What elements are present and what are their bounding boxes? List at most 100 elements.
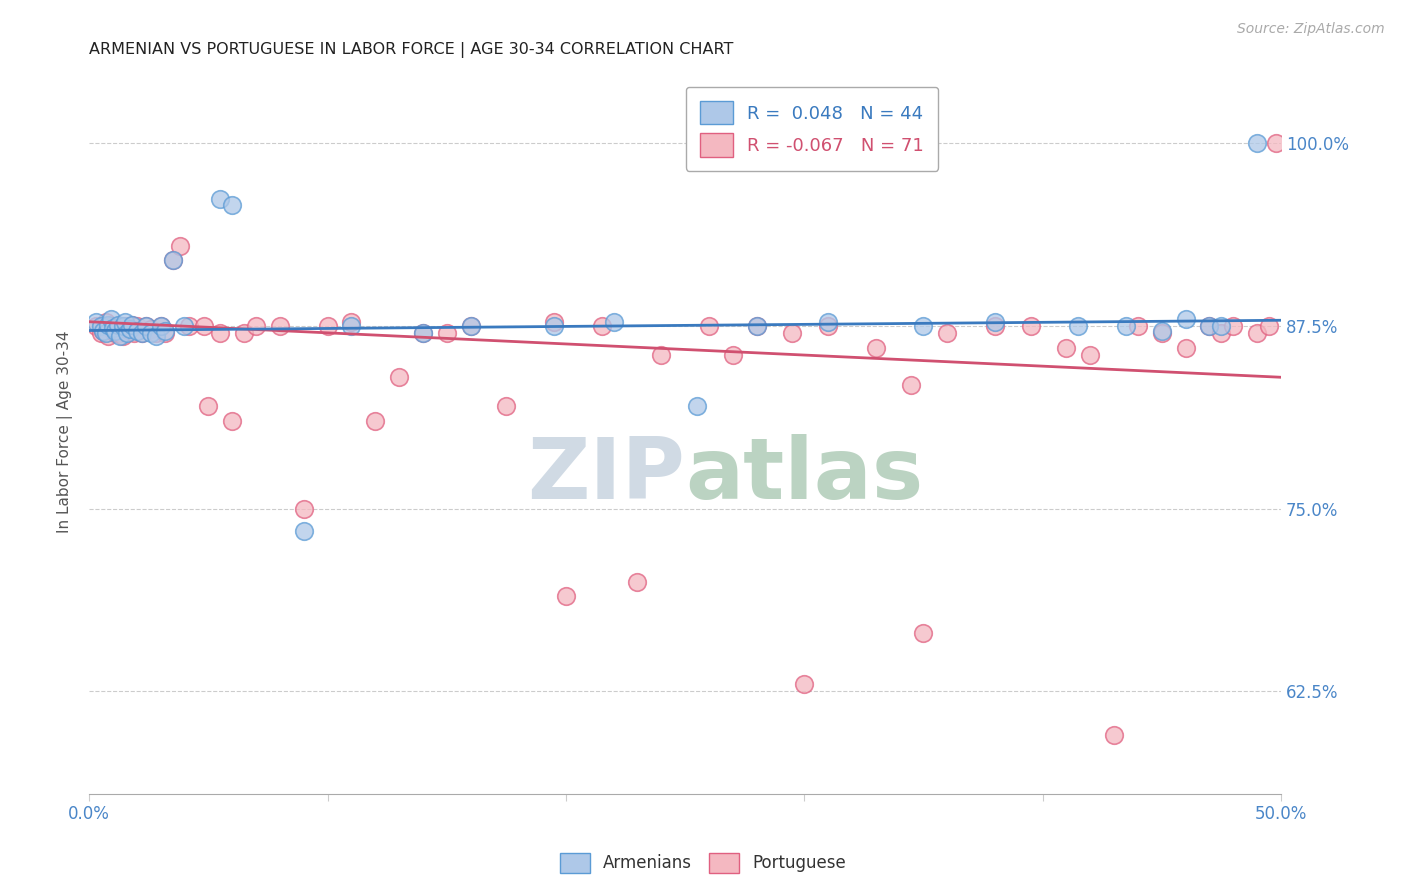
- Point: [782, 326, 804, 341]
- Point: [233, 326, 256, 341]
- Point: [543, 315, 565, 329]
- Point: [1174, 311, 1197, 326]
- Point: [388, 370, 411, 384]
- Point: [121, 318, 143, 332]
- Point: [111, 329, 134, 343]
- Point: [292, 524, 315, 538]
- Point: [1078, 348, 1101, 362]
- Point: [135, 319, 157, 334]
- Point: [912, 319, 935, 334]
- Point: [316, 319, 339, 334]
- Point: [101, 324, 124, 338]
- Point: [90, 326, 112, 341]
- Point: [121, 318, 143, 332]
- Point: [793, 677, 815, 691]
- Point: [412, 326, 434, 341]
- Point: [650, 348, 672, 362]
- Point: [124, 326, 146, 341]
- Point: [1246, 136, 1268, 151]
- Point: [554, 590, 576, 604]
- Point: [495, 400, 517, 414]
- Point: [209, 192, 232, 206]
- Point: [1246, 326, 1268, 341]
- Point: [1265, 136, 1288, 151]
- Point: [591, 319, 613, 334]
- Point: [1174, 341, 1197, 355]
- Point: [1115, 319, 1137, 334]
- Point: [1198, 319, 1220, 334]
- Point: [364, 414, 387, 428]
- Point: [145, 329, 167, 343]
- Text: ZIP: ZIP: [527, 434, 685, 517]
- Text: ARMENIAN VS PORTUGUESE IN LABOR FORCE | AGE 30-34 CORRELATION CHART: ARMENIAN VS PORTUGUESE IN LABOR FORCE | …: [89, 42, 734, 58]
- Point: [93, 324, 115, 338]
- Point: [193, 319, 215, 334]
- Point: [93, 324, 115, 338]
- Legend: R =  0.048   N = 44, R = -0.067   N = 71: R = 0.048 N = 44, R = -0.067 N = 71: [686, 87, 938, 171]
- Point: [108, 329, 131, 343]
- Point: [745, 319, 768, 334]
- Point: [104, 326, 127, 341]
- Point: [936, 326, 959, 341]
- Point: [101, 320, 124, 334]
- Point: [340, 319, 363, 334]
- Point: [107, 319, 129, 334]
- Point: [125, 324, 148, 338]
- Point: [543, 319, 565, 334]
- Point: [436, 326, 458, 341]
- Point: [1222, 319, 1244, 334]
- Point: [173, 319, 195, 334]
- Point: [149, 319, 172, 334]
- Point: [221, 198, 243, 212]
- Point: [149, 319, 172, 334]
- Point: [139, 326, 162, 341]
- Point: [1067, 319, 1090, 334]
- Point: [745, 319, 768, 334]
- Legend: Armenians, Portuguese: Armenians, Portuguese: [554, 847, 852, 880]
- Point: [817, 319, 839, 334]
- Point: [900, 377, 922, 392]
- Point: [90, 319, 112, 334]
- Point: [94, 326, 117, 341]
- Point: [912, 626, 935, 640]
- Point: [245, 319, 267, 334]
- Point: [117, 326, 139, 341]
- Point: [117, 322, 139, 336]
- Point: [100, 319, 122, 334]
- Point: [162, 253, 184, 268]
- Point: [1198, 319, 1220, 334]
- Text: Source: ZipAtlas.com: Source: ZipAtlas.com: [1237, 22, 1385, 37]
- Point: [221, 414, 243, 428]
- Point: [84, 315, 107, 329]
- Point: [697, 319, 720, 334]
- Point: [721, 348, 744, 362]
- Point: [155, 326, 177, 341]
- Point: [1211, 326, 1233, 341]
- Point: [118, 324, 141, 338]
- Point: [1102, 728, 1125, 742]
- Point: [94, 315, 117, 329]
- Point: [139, 322, 162, 336]
- Point: [269, 319, 291, 334]
- Point: [1019, 319, 1042, 334]
- Point: [97, 318, 120, 332]
- Point: [131, 326, 153, 341]
- Point: [145, 326, 167, 341]
- Point: [1211, 319, 1233, 334]
- Point: [155, 324, 177, 338]
- Point: [340, 315, 363, 329]
- Point: [1150, 324, 1173, 338]
- Y-axis label: In Labor Force | Age 30-34: In Labor Force | Age 30-34: [58, 331, 73, 533]
- Text: atlas: atlas: [685, 434, 924, 517]
- Point: [984, 319, 1007, 334]
- Point: [118, 322, 141, 336]
- Point: [162, 253, 184, 268]
- Point: [1126, 319, 1149, 334]
- Point: [135, 319, 157, 334]
- Point: [197, 400, 219, 414]
- Point: [179, 319, 201, 334]
- Point: [104, 324, 127, 338]
- Point: [460, 319, 482, 334]
- Point: [111, 319, 134, 334]
- Point: [1150, 326, 1173, 341]
